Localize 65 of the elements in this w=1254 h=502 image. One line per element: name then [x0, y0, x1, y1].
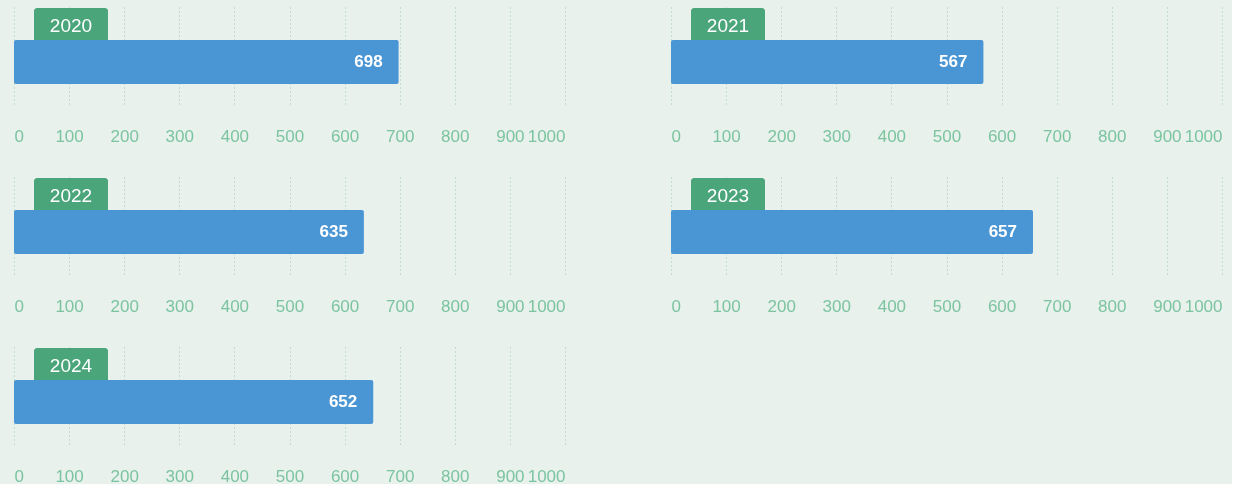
- x-tick-label: 0: [671, 126, 681, 146]
- x-tick-label: 900: [496, 296, 525, 316]
- x-tick-label: 900: [1153, 126, 1182, 146]
- x-tick-label: 700: [386, 126, 415, 146]
- x-tick-label: 800: [1098, 126, 1127, 146]
- x-tick-label: 100: [712, 126, 741, 146]
- x-tick-label: 800: [441, 296, 470, 316]
- x-tick-label: 200: [110, 466, 139, 486]
- x-tick-label: 600: [330, 126, 360, 146]
- data-label: 657: [988, 222, 1018, 241]
- x-tick-label: 600: [330, 466, 360, 486]
- data-label: 652: [328, 392, 358, 411]
- x-tick-label: 900: [1153, 296, 1182, 316]
- x-tick-label: 500: [932, 126, 962, 146]
- data-label: 635: [319, 222, 348, 241]
- x-tick-label: 500: [275, 126, 305, 146]
- x-tick-label: 800: [441, 466, 470, 486]
- x-tick-label: 100: [55, 466, 84, 486]
- data-label: 567: [939, 52, 968, 71]
- x-tick-label: 0: [671, 296, 681, 316]
- x-tick-label: 0: [14, 466, 24, 486]
- x-tick-label: 1000: [527, 466, 566, 486]
- text: 2022: [49, 185, 93, 206]
- x-tick-label: 0: [14, 296, 24, 316]
- x-tick-label: 100: [55, 296, 84, 316]
- text: 2023: [706, 185, 750, 206]
- x-tick-label: 700: [1043, 126, 1072, 146]
- text: 2020: [49, 15, 93, 36]
- x-tick-label: 500: [275, 466, 305, 486]
- x-tick-label: 1000: [527, 126, 566, 146]
- x-tick-label: 600: [987, 296, 1017, 316]
- x-tick-label: 800: [1098, 296, 1127, 316]
- x-tick-label: 400: [877, 296, 907, 316]
- x-tick-label: 600: [330, 296, 360, 316]
- x-tick-label: 300: [165, 466, 194, 486]
- x-tick-label: 1000: [1184, 126, 1223, 146]
- x-tick-label: 400: [877, 126, 907, 146]
- x-tick-label: 600: [987, 126, 1017, 146]
- x-tick-label: 500: [275, 296, 305, 316]
- x-tick-label: 400: [220, 466, 250, 486]
- text: 2021: [706, 15, 750, 36]
- x-tick-label: 1000: [1184, 296, 1223, 316]
- x-tick-label: 1000: [527, 296, 566, 316]
- x-tick-label: 200: [110, 296, 139, 316]
- data-label: 698: [354, 52, 383, 71]
- text: 2024: [49, 355, 93, 376]
- x-tick-label: 100: [712, 296, 741, 316]
- x-tick-label: 0: [14, 126, 24, 146]
- x-tick-label: 300: [165, 126, 194, 146]
- x-tick-label: 400: [220, 126, 250, 146]
- x-tick-label: 700: [386, 466, 415, 486]
- x-tick-label: 100: [55, 126, 84, 146]
- x-tick-label: 900: [496, 466, 525, 486]
- x-tick-label: 800: [441, 126, 470, 146]
- x-tick-label: 700: [386, 296, 415, 316]
- x-tick-label: 300: [165, 296, 194, 316]
- x-tick-label: 200: [767, 296, 796, 316]
- x-tick-label: 400: [220, 296, 250, 316]
- x-tick-label: 700: [1043, 296, 1072, 316]
- x-tick-label: 300: [822, 296, 851, 316]
- x-tick-label: 200: [767, 126, 796, 146]
- x-tick-label: 200: [110, 126, 139, 146]
- x-tick-label: 500: [932, 296, 962, 316]
- x-tick-label: 300: [822, 126, 851, 146]
- x-tick-label: 900: [496, 126, 525, 146]
